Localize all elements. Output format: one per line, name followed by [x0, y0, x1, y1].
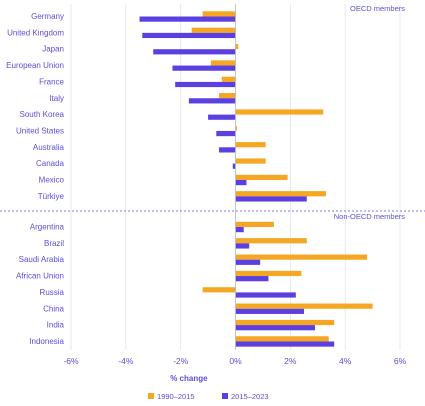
bar-1990-2015: [191, 27, 236, 33]
category-label: Germany: [31, 12, 64, 21]
x-tick-label: -2%: [173, 356, 189, 366]
bar-1990-2015: [221, 76, 236, 82]
bar-2015-2023: [235, 341, 335, 347]
bar-2015-2023: [235, 180, 247, 186]
bar-2015-2023: [235, 308, 305, 314]
category-label: Australia: [33, 143, 65, 152]
category-label: United Kingdom: [7, 28, 64, 37]
bar-1990-2015: [219, 93, 236, 99]
legend-label: 2015–2023: [231, 392, 269, 401]
group-title: Non-OECD members: [334, 212, 406, 221]
bar-2015-2023: [219, 147, 236, 153]
x-tick-label: 0%: [229, 356, 242, 366]
category-label: African Union: [16, 272, 64, 281]
bar-1990-2015: [235, 191, 326, 197]
category-label: Türkiye: [38, 192, 65, 201]
bar-2015-2023: [235, 259, 261, 265]
bar-2015-2023: [153, 49, 236, 55]
bar-1990-2015: [235, 158, 266, 164]
category-label: Russia: [40, 288, 65, 297]
category-label: European Union: [6, 61, 64, 70]
category-label: India: [47, 321, 65, 330]
bar-2015-2023: [139, 16, 236, 22]
bar-2015-2023: [172, 65, 236, 71]
bar-2015-2023: [188, 98, 236, 104]
legend-label: 1990–2015: [157, 392, 195, 401]
bar-1990-2015: [235, 303, 373, 309]
category-label: Italy: [49, 94, 64, 103]
bar-2015-2023: [235, 227, 244, 233]
bar-1990-2015: [235, 174, 288, 180]
bar-2015-2023: [235, 276, 269, 282]
x-tick-label: 6%: [394, 356, 407, 366]
category-label: Brazil: [44, 239, 64, 248]
bar-1990-2015: [202, 11, 236, 17]
x-tick-label: -6%: [63, 356, 79, 366]
bar-1990-2015: [235, 319, 335, 326]
category-label: France: [39, 77, 64, 86]
bar-1990-2015: [235, 109, 324, 115]
bar-1990-2015: [235, 142, 266, 148]
bar-1990-2015: [235, 44, 239, 50]
bar-1990-2015: [235, 238, 307, 244]
bar-1990-2015: [235, 125, 237, 131]
bar-2015-2023: [235, 292, 296, 298]
bar-2015-2023: [216, 130, 236, 137]
bar-2015-2023: [235, 196, 307, 202]
category-label: Saudi Arabia: [19, 255, 65, 264]
category-label: China: [43, 304, 64, 313]
category-label: Mexico: [39, 176, 65, 185]
bar-2015-2023: [142, 32, 236, 39]
category-label: Canada: [36, 159, 65, 168]
legend-swatch-1990-2015: [148, 393, 154, 399]
bar-2015-2023: [235, 325, 316, 331]
bar-2015-2023: [235, 243, 250, 249]
bar-1990-2015: [210, 60, 236, 66]
legend-swatch-2015-2023: [222, 393, 228, 399]
bar-2015-2023: [232, 163, 236, 169]
bar-1990-2015: [235, 254, 368, 260]
category-label: South Korea: [20, 110, 65, 119]
bar-1990-2015: [235, 221, 274, 227]
x-tick-label: 4%: [339, 356, 352, 366]
category-label: United States: [16, 126, 64, 135]
bar-2015-2023: [208, 114, 236, 120]
category-label: Japan: [42, 45, 64, 54]
bar-1990-2015: [235, 336, 329, 342]
x-tick-label: -4%: [118, 356, 134, 366]
group-title: OECD members: [350, 4, 405, 13]
category-label: Argentina: [30, 223, 65, 232]
bar-1990-2015: [235, 270, 302, 277]
x-tick-label: 2%: [284, 356, 297, 366]
category-label: Indonesia: [29, 337, 64, 346]
bar-2015-2023: [175, 81, 236, 88]
x-axis-title: % change: [170, 374, 208, 383]
bar-1990-2015: [202, 287, 236, 293]
